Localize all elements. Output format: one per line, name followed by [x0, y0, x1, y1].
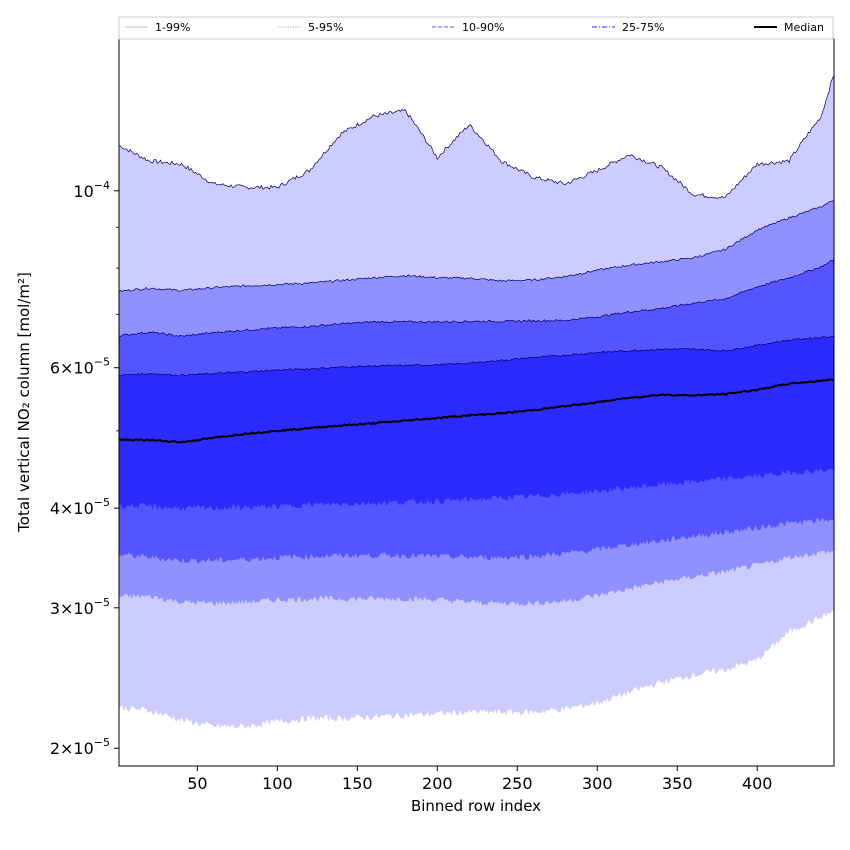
x-tick-label: 400	[742, 774, 773, 793]
median-layer	[119, 378, 834, 444]
y-tick-label: 10−4	[73, 179, 110, 201]
percentile-boundary-lines	[119, 75, 834, 377]
x-tick-label: 350	[662, 774, 693, 793]
upper-line-25-75	[119, 335, 834, 377]
legend-label: 1-99%	[155, 21, 190, 34]
x-tick-label: 200	[422, 774, 453, 793]
legend-label: Median	[784, 21, 824, 34]
upper-line-10-90	[119, 259, 834, 338]
x-tick-label: 250	[502, 774, 533, 793]
x-tick-label: 150	[342, 774, 373, 793]
y-tick-label: 4×10−5	[50, 496, 110, 518]
y-axis-title: Total vertical NO₂ column [mol/m²]	[15, 272, 33, 533]
legend-label: 10-90%	[462, 21, 504, 34]
y-tick-label: 6×10−5	[50, 356, 110, 378]
median-line	[119, 378, 834, 444]
band-25-75	[119, 336, 834, 511]
upper-line-1-99	[119, 75, 834, 200]
x-tick-label: 300	[582, 774, 613, 793]
percentile-bands	[119, 75, 834, 730]
legend-label: 5-95%	[308, 21, 343, 34]
legend-label: 25-75%	[622, 21, 664, 34]
legend-box	[118, 16, 834, 40]
upper-line-5-95	[119, 200, 834, 293]
x-tick-label: 50	[187, 774, 207, 793]
y-tick-label: 2×10−5	[50, 736, 110, 758]
x-tick-label: 100	[262, 774, 293, 793]
x-axis-title: Binned row index	[411, 797, 541, 815]
y-axis: 2×10−5 3×10−5 4×10−5 6×10−5 10−4	[50, 179, 119, 758]
x-axis: 50 100 150 200 250 300 350 400	[187, 766, 772, 793]
y-tick-label: 3×10−5	[50, 596, 110, 618]
legend: 1-99% 5-95% 10-90% 25-75% Median	[118, 16, 834, 40]
